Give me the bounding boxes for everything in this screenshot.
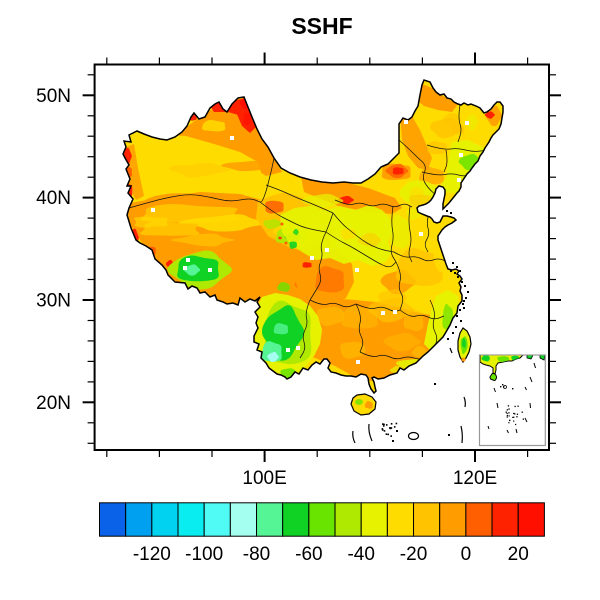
svg-text:50N: 50N <box>36 86 71 107</box>
svg-text:-60: -60 <box>295 544 322 565</box>
svg-text:-40: -40 <box>347 544 374 565</box>
svg-text:-80: -80 <box>243 544 270 565</box>
svg-text:40N: 40N <box>36 188 71 209</box>
svg-text:-20: -20 <box>400 544 427 565</box>
svg-text:0: 0 <box>461 544 472 565</box>
svg-text:20: 20 <box>508 544 529 565</box>
svg-text:20N: 20N <box>36 393 71 414</box>
svg-text:-120: -120 <box>133 544 171 565</box>
svg-text:-100: -100 <box>185 544 223 565</box>
svg-text:30N: 30N <box>36 291 71 312</box>
svg-text:100E: 100E <box>242 468 286 489</box>
svg-text:SSHF: SSHF <box>291 13 352 39</box>
svg-text:120E: 120E <box>453 468 497 489</box>
